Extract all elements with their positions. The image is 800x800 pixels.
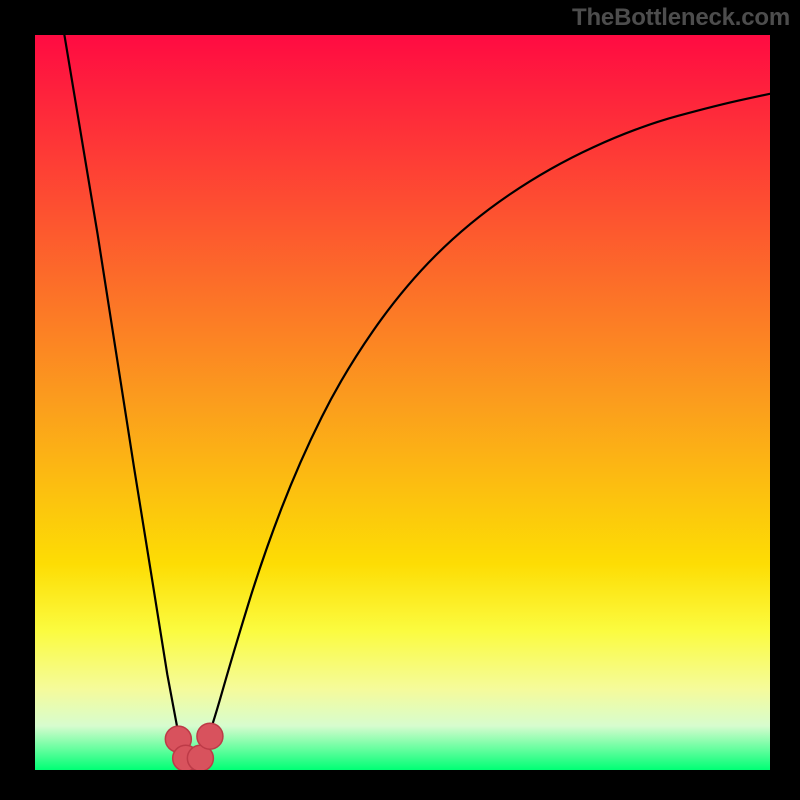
marker-point bbox=[197, 723, 223, 749]
plot-area bbox=[35, 35, 770, 770]
chart-frame: TheBottleneck.com bbox=[0, 0, 800, 800]
watermark: TheBottleneck.com bbox=[572, 4, 790, 32]
marker-group bbox=[165, 723, 223, 770]
curve-svg bbox=[35, 35, 770, 770]
bottleneck-curve bbox=[64, 35, 770, 763]
